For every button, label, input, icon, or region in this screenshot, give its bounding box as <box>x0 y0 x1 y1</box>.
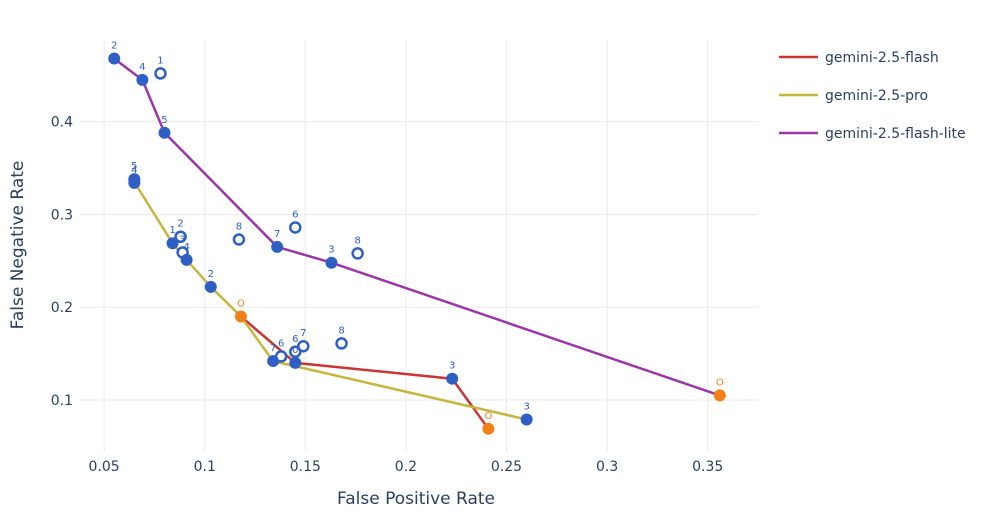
grid-lines <box>80 40 758 452</box>
point-label: 8 <box>236 222 242 233</box>
y-axis-title: False Negative Rate <box>8 161 28 330</box>
y-tick-label: 0.1 <box>51 393 73 409</box>
point-label: O <box>484 411 492 422</box>
x-axis-title: False Positive Rate <box>337 489 495 509</box>
filled-point <box>520 413 533 426</box>
point-label: 2 <box>208 269 214 280</box>
hollow-point <box>351 247 364 260</box>
hollow-point <box>274 350 288 363</box>
optimal-point <box>482 422 495 435</box>
point-label: 8 <box>354 235 360 246</box>
x-tick-label: 0.3 <box>596 459 618 475</box>
hollow-point <box>232 233 246 246</box>
point-label: 2 <box>177 219 183 230</box>
point-label: 6 <box>278 338 284 349</box>
point-label: 5 <box>161 115 167 126</box>
hollow-point <box>174 230 187 243</box>
point-label: 1 <box>169 225 175 236</box>
point-label: 3 <box>179 234 185 245</box>
x-tick-label: 0.1 <box>194 459 216 475</box>
hollow-point <box>289 221 302 234</box>
point-label: 7 <box>274 229 280 240</box>
point-label: 1 <box>157 55 163 66</box>
y-tick-label: 0.2 <box>51 300 73 316</box>
x-tick-label: 0.15 <box>290 459 321 475</box>
point-label: 4 <box>183 242 189 253</box>
hollow-point <box>154 67 167 80</box>
y-tick-label: 0.4 <box>51 115 73 131</box>
filled-point <box>204 280 217 293</box>
point-label: 8 <box>338 325 344 336</box>
filled-point <box>158 126 171 139</box>
filled-point <box>289 356 302 369</box>
point-label: 3 <box>523 402 529 413</box>
filled-point <box>108 52 121 65</box>
legend-label: gemini-2.5-flash-lite <box>825 126 966 142</box>
hollow-point <box>297 339 310 353</box>
x-tick-label: 0.2 <box>395 459 417 475</box>
y-tick-label: 0.3 <box>51 207 73 223</box>
point-label: 6 <box>292 334 298 345</box>
x-tick-label: 0.25 <box>491 459 522 475</box>
optimal-point <box>234 310 247 323</box>
point-label: 0 <box>292 345 298 356</box>
filled-point <box>325 256 338 269</box>
point-label: 3 <box>328 245 334 256</box>
point-label: 3 <box>449 361 455 372</box>
filled-point <box>128 176 141 189</box>
hollow-point <box>289 345 302 359</box>
axis-ticks: 0.05 0.1 0.15 0.2 0.25 0.3 0.35 0.1 0.2 0.3 0.4 <box>51 115 724 475</box>
filled-point <box>446 372 459 385</box>
filled-point <box>271 240 284 253</box>
point-label: 6 <box>292 209 298 220</box>
legend[interactable]: gemini-2.5-flash gemini-2.5-pro gemini-2.5… <box>779 50 966 142</box>
point-label: 5 <box>131 161 137 172</box>
point-label: 7 <box>300 328 306 339</box>
point-label: 7 <box>270 343 276 354</box>
point-label: O <box>237 299 245 310</box>
series-line-gemini-2.5-flash <box>240 315 490 430</box>
legend-item-gemini-2.5-flash[interactable]: gemini-2.5-flash <box>779 50 939 66</box>
filled-point <box>136 73 149 86</box>
point-label: 2 <box>111 41 117 52</box>
legend-label: gemini-2.5-flash <box>825 50 939 66</box>
hollow-point <box>335 337 348 350</box>
x-tick-label: 0.05 <box>89 459 120 475</box>
optimal-point <box>713 389 726 402</box>
series-line-gemini-2.5-pro <box>133 181 527 421</box>
x-tick-label: 0.35 <box>692 459 723 475</box>
legend-item-gemini-2.5-pro[interactable]: gemini-2.5-pro <box>779 88 928 104</box>
legend-item-gemini-2.5-flash-lite[interactable]: gemini-2.5-flash-lite <box>779 126 966 142</box>
point-label: O <box>716 377 724 388</box>
legend-label: gemini-2.5-pro <box>825 88 928 104</box>
filled-point <box>180 253 193 266</box>
point-label: 4 <box>131 165 137 176</box>
point-label: 4 <box>139 62 145 73</box>
